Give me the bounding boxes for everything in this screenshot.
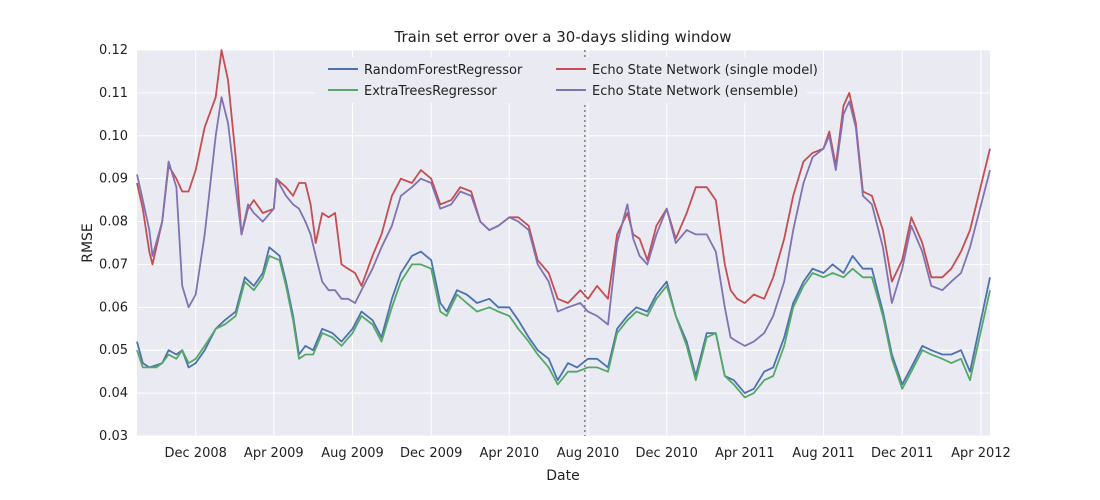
x-tick-label: Aug 2010	[557, 446, 620, 461]
y-tick-label: 0.10	[99, 129, 128, 144]
chart-title: Train set error over a 30-days sliding w…	[394, 28, 732, 46]
legend-label: ExtraTreesRegressor	[364, 84, 497, 99]
y-tick-labels: 0.03 0.04 0.05 0.06 0.07 0.08 0.09 0.10 0.11 0.12	[99, 43, 128, 444]
x-tick-label: Apr 2010	[479, 446, 539, 461]
x-tick-labels: Dec 2008 Apr 2009 Aug 2009 Dec 2009 Apr 2010…	[165, 446, 1011, 461]
y-tick-label: 0.08	[99, 215, 128, 230]
x-tick-label: Dec 2011	[871, 446, 933, 461]
legend-label: RandomForestRegressor	[364, 63, 523, 78]
y-tick-label: 0.07	[99, 257, 128, 272]
y-tick-label: 0.09	[99, 172, 128, 187]
x-tick-label: Apr 2011	[715, 446, 775, 461]
x-axis-label: Date	[546, 468, 579, 484]
series-line	[136, 246, 991, 394]
legend: RandomForestRegressor ExtraTreesRegressor…	[315, 57, 818, 103]
y-tick-label: 0.04	[99, 386, 128, 401]
series-line	[136, 255, 991, 399]
y-tick-label: 0.03	[99, 429, 128, 444]
y-tick-label: 0.12	[99, 43, 128, 58]
x-tick-label: Aug 2011	[792, 446, 855, 461]
y-tick-label: 0.11	[99, 86, 128, 101]
series-line	[136, 96, 991, 347]
series-lines	[136, 49, 991, 399]
x-tick-label: Dec 2009	[400, 446, 462, 461]
x-tick-label: Apr 2009	[244, 446, 304, 461]
x-tick-label: Dec 2010	[636, 446, 698, 461]
x-tick-label: Dec 2008	[165, 446, 227, 461]
legend-label: Echo State Network (ensemble)	[592, 84, 798, 99]
legend-label: Echo State Network (single model)	[592, 63, 818, 78]
legend-box	[315, 57, 807, 103]
x-tick-label: Apr 2012	[951, 446, 1011, 461]
y-tick-label: 0.06	[99, 300, 128, 315]
grid-lines	[137, 49, 990, 437]
y-axis-label: RMSE	[80, 223, 96, 263]
y-tick-label: 0.05	[99, 343, 128, 358]
x-tick-label: Aug 2009	[321, 446, 384, 461]
